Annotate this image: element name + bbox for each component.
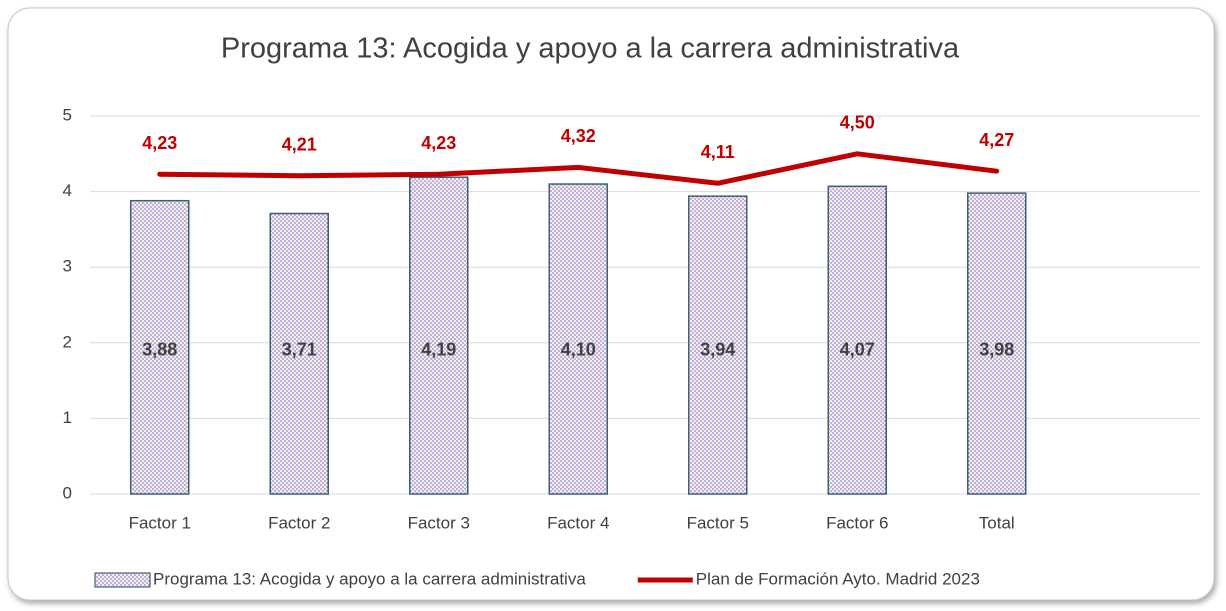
line-value-label: 4,32 (561, 126, 596, 146)
bar (130, 199, 190, 495)
line-value-label: 4,23 (142, 133, 177, 153)
bar (688, 195, 748, 495)
legend-label: Programa 13: Acogida y apoyo a la carrer… (153, 569, 586, 588)
line-value-label: 4,27 (979, 130, 1014, 150)
legend-swatch (94, 572, 151, 588)
bar (967, 192, 1027, 495)
bar-value-label: 4,19 (421, 340, 456, 360)
bar-value-label: 3,98 (979, 340, 1014, 360)
legend-label: Plan de Formación Ayto. Madrid 2023 (696, 569, 980, 588)
y-tick-label: 5 (63, 105, 72, 124)
bar-value-label: 3,94 (700, 340, 735, 360)
line-value-label: 4,11 (701, 142, 735, 162)
y-tick-label: 4 (63, 181, 72, 200)
x-tick-label: Factor 3 (408, 513, 470, 532)
bar (409, 176, 469, 495)
line (157, 151, 1000, 186)
x-tick-label: Factor 4 (547, 513, 609, 532)
x-tick-label: Factor 1 (129, 513, 191, 532)
y-tick-label: 0 (63, 483, 72, 502)
chart-title: Programa 13: Acogida y apoyo a la carrer… (221, 33, 960, 65)
x-tick-label: Total (979, 513, 1015, 532)
bar-value-label: 4,07 (840, 340, 875, 360)
x-tick-label: Factor 2 (268, 513, 330, 532)
line-value-label: 4,23 (421, 133, 456, 153)
bar-value-label: 3,71 (282, 340, 317, 360)
x-tick-label: Factor 6 (826, 513, 888, 532)
y-tick-label: 2 (63, 332, 72, 351)
line-value-label: 4,50 (840, 113, 875, 133)
bar-value-label: 4,10 (561, 340, 596, 360)
bar (269, 212, 329, 495)
line-value-label: 4,21 (282, 134, 317, 154)
x-tick-label: Factor 5 (687, 513, 749, 532)
bar-value-label: 3,88 (142, 340, 177, 360)
y-tick-label: 1 (63, 408, 72, 427)
bar (827, 185, 887, 495)
y-tick-label: 3 (63, 257, 72, 276)
bar (548, 183, 608, 495)
